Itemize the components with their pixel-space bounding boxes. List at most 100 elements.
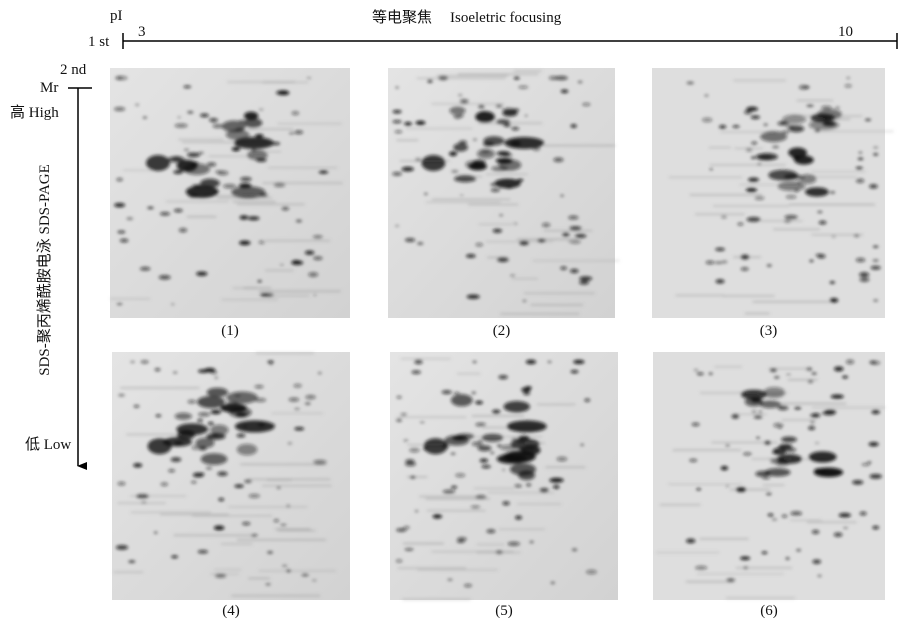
gel-spot (136, 494, 149, 498)
gel-spot (473, 160, 486, 166)
gel-spot (453, 143, 468, 151)
gel-spot (830, 298, 839, 302)
gel-spot (772, 519, 778, 521)
gel-streak (192, 515, 272, 516)
gel-streak (231, 595, 320, 596)
gel-streak (120, 387, 199, 388)
gel-spot (715, 248, 725, 251)
gel-spot (234, 137, 274, 149)
gel-spot (569, 226, 581, 230)
gel-spot (198, 550, 208, 553)
gel-spot (293, 384, 302, 388)
gel-spot (782, 131, 790, 134)
gel-spot (740, 556, 750, 560)
gel-spot (239, 120, 246, 123)
gel-spot (120, 239, 129, 243)
gel-spot (191, 481, 197, 484)
gel-spot (737, 222, 743, 225)
gel-spot (454, 392, 460, 395)
gel-streak (814, 131, 894, 132)
gel-background (110, 68, 350, 318)
gel-spot (475, 401, 483, 404)
gel-spot (835, 107, 839, 109)
gel-spot (175, 124, 188, 128)
gel-background (390, 352, 618, 600)
gel-streak (458, 74, 538, 75)
gel-spot (190, 163, 195, 165)
gel-spot (530, 541, 534, 543)
gel-streak (673, 450, 741, 451)
gel-image (652, 68, 894, 318)
gel-streak (431, 103, 504, 104)
gel-streak (240, 464, 326, 465)
gel-spot (248, 494, 260, 498)
gel-spot (146, 155, 170, 171)
gel-spot (778, 181, 806, 191)
gel-spot (148, 438, 172, 454)
gel-spot (873, 153, 878, 155)
gel-spot (171, 457, 182, 462)
gel-streak (222, 299, 278, 300)
gel-streak (537, 404, 576, 405)
gel-spot (830, 191, 835, 193)
gel-spot (289, 132, 294, 134)
gel-spot (856, 179, 864, 183)
gel-image (112, 352, 350, 600)
gel-spot (294, 260, 299, 262)
gel-spot (114, 203, 125, 207)
gel-spot (854, 235, 860, 237)
gel-spot (296, 220, 302, 223)
gel-streak (697, 573, 784, 574)
gel-spot (790, 511, 802, 515)
gel-spot (526, 484, 531, 487)
gel-spot (570, 269, 579, 273)
gel-spot (234, 484, 243, 487)
gel-streak (187, 216, 217, 217)
gel-spot (847, 77, 851, 79)
gel-spot (200, 473, 204, 475)
gel-spot (584, 399, 590, 402)
gel-spot (748, 178, 759, 182)
gel-spot (797, 182, 801, 183)
gel-spot (240, 177, 252, 181)
gel-streak (221, 543, 252, 544)
gel-streak (228, 506, 308, 507)
gel-spot (531, 450, 534, 451)
gel-spot (239, 241, 250, 246)
gel-image (110, 68, 350, 318)
gel-streak (676, 295, 724, 296)
gel-spot (248, 216, 260, 220)
gel-spot (409, 448, 420, 453)
gel-spot (117, 303, 123, 305)
gel-spot (751, 157, 756, 159)
low-label: 低 Low (25, 436, 71, 453)
gel-streak (263, 82, 309, 83)
gel-spot (726, 578, 735, 582)
gel-spot (258, 240, 264, 243)
gel-spot (481, 150, 490, 154)
gel-spot (839, 513, 851, 518)
gel-streak (478, 123, 542, 124)
gel-spot (560, 266, 567, 270)
gel-streak (457, 373, 480, 374)
gel-spot (525, 115, 528, 116)
gel-streak (773, 229, 820, 230)
gel-spot (499, 214, 503, 216)
gel-spot (741, 267, 749, 270)
gel-spot (147, 207, 154, 209)
gel-spot (479, 440, 482, 442)
gel-streak (267, 479, 292, 480)
gel-spot (815, 442, 819, 444)
gel-streak (695, 214, 744, 215)
gel-streak (417, 569, 497, 570)
gel-spot (460, 99, 469, 103)
gel-spot (143, 117, 147, 119)
gel-spot (540, 488, 549, 492)
gel-spot (117, 231, 125, 234)
gel-streak (474, 488, 514, 489)
gel-spot (200, 114, 209, 118)
gel-spot (416, 121, 426, 125)
gel-spot (421, 155, 445, 171)
gel-spot (856, 167, 863, 170)
gel-spot (817, 254, 825, 258)
